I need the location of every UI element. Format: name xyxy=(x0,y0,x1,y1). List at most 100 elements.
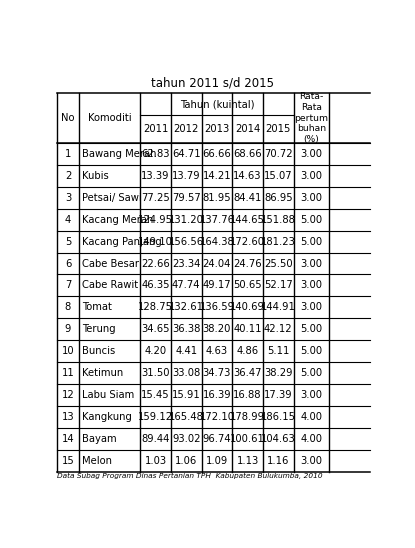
Text: 36.38: 36.38 xyxy=(172,324,200,334)
Text: 33.08: 33.08 xyxy=(172,368,200,378)
Text: 5.00: 5.00 xyxy=(300,237,322,247)
Text: 15: 15 xyxy=(61,456,74,466)
Text: 128.75: 128.75 xyxy=(138,302,173,312)
Text: 81.95: 81.95 xyxy=(203,193,231,203)
Text: 2012: 2012 xyxy=(173,124,199,134)
Text: 4.41: 4.41 xyxy=(175,346,197,356)
Text: 12: 12 xyxy=(61,390,74,400)
Text: 50.65: 50.65 xyxy=(233,281,262,290)
Text: 2014: 2014 xyxy=(235,124,260,134)
Text: 42.12: 42.12 xyxy=(264,324,293,334)
Text: 49.17: 49.17 xyxy=(203,281,231,290)
Text: 3.00: 3.00 xyxy=(300,281,322,290)
Text: 96.74: 96.74 xyxy=(203,434,231,444)
Text: Labu Siam: Labu Siam xyxy=(83,390,135,400)
Text: 8: 8 xyxy=(65,302,71,312)
Text: 24.04: 24.04 xyxy=(203,259,231,269)
Text: Petsai/ Sawi: Petsai/ Sawi xyxy=(83,193,142,203)
Text: 5.11: 5.11 xyxy=(267,346,289,356)
Text: 5.00: 5.00 xyxy=(300,215,322,225)
Text: Cabe Besar: Cabe Besar xyxy=(83,259,139,269)
Text: 4.00: 4.00 xyxy=(300,434,322,444)
Text: 132.61: 132.61 xyxy=(169,302,204,312)
Text: 10: 10 xyxy=(62,346,74,356)
Text: 172.10: 172.10 xyxy=(200,412,234,422)
Text: 93.02: 93.02 xyxy=(172,434,200,444)
Text: 46.35: 46.35 xyxy=(142,281,170,290)
Text: Kubis: Kubis xyxy=(83,171,109,181)
Text: Komoditi: Komoditi xyxy=(88,113,132,123)
Text: Kacang Merah: Kacang Merah xyxy=(83,215,154,225)
Text: 137.76: 137.76 xyxy=(200,215,234,225)
Text: 165.48: 165.48 xyxy=(169,412,204,422)
Text: 3.00: 3.00 xyxy=(300,171,322,181)
Text: 15.45: 15.45 xyxy=(141,390,170,400)
Text: 159.12: 159.12 xyxy=(138,412,173,422)
Text: 13.79: 13.79 xyxy=(172,171,200,181)
Text: 100.61: 100.61 xyxy=(230,434,265,444)
Text: 136.59: 136.59 xyxy=(200,302,234,312)
Text: 1.09: 1.09 xyxy=(206,456,228,466)
Text: 3.00: 3.00 xyxy=(300,259,322,269)
Text: Kacang Panjang: Kacang Panjang xyxy=(83,237,162,247)
Text: Terung: Terung xyxy=(83,324,116,334)
Text: 151.88: 151.88 xyxy=(261,215,296,225)
Text: 6: 6 xyxy=(65,259,71,269)
Text: 34.73: 34.73 xyxy=(203,368,231,378)
Text: 14.63: 14.63 xyxy=(233,171,262,181)
Text: 2: 2 xyxy=(65,171,71,181)
Text: 144.91: 144.91 xyxy=(261,302,296,312)
Text: 17.39: 17.39 xyxy=(264,390,293,400)
Text: 3.00: 3.00 xyxy=(300,456,322,466)
Text: 77.25: 77.25 xyxy=(141,193,170,203)
Text: 47.74: 47.74 xyxy=(172,281,200,290)
Text: 16.88: 16.88 xyxy=(233,390,262,400)
Text: No: No xyxy=(61,113,75,123)
Text: 22.66: 22.66 xyxy=(141,259,170,269)
Text: 164.38: 164.38 xyxy=(200,237,234,247)
Text: 124.95: 124.95 xyxy=(138,215,173,225)
Text: 5.00: 5.00 xyxy=(300,324,322,334)
Text: 25.50: 25.50 xyxy=(264,259,293,269)
Text: Buncis: Buncis xyxy=(83,346,116,356)
Text: 4: 4 xyxy=(65,215,71,225)
Text: 7: 7 xyxy=(65,281,71,290)
Text: 3.00: 3.00 xyxy=(300,302,322,312)
Text: 13.39: 13.39 xyxy=(142,171,170,181)
Text: 31.50: 31.50 xyxy=(142,368,170,378)
Text: 5.00: 5.00 xyxy=(300,368,322,378)
Text: 2011: 2011 xyxy=(143,124,168,134)
Text: 15.91: 15.91 xyxy=(172,390,200,400)
Text: Ketimun: Ketimun xyxy=(83,368,124,378)
Text: 156.56: 156.56 xyxy=(168,237,204,247)
Text: 3: 3 xyxy=(65,193,71,203)
Text: 70.72: 70.72 xyxy=(264,149,293,159)
Text: 172.60: 172.60 xyxy=(230,237,265,247)
Text: 3.00: 3.00 xyxy=(300,390,322,400)
Text: 178.99: 178.99 xyxy=(230,412,265,422)
Text: 24.76: 24.76 xyxy=(233,259,262,269)
Text: 79.57: 79.57 xyxy=(172,193,200,203)
Text: 4.20: 4.20 xyxy=(144,346,167,356)
Text: 68.66: 68.66 xyxy=(233,149,262,159)
Text: 1: 1 xyxy=(65,149,71,159)
Text: 15.07: 15.07 xyxy=(264,171,293,181)
Text: 84.41: 84.41 xyxy=(233,193,262,203)
Text: 2015: 2015 xyxy=(266,124,291,134)
Text: 86.95: 86.95 xyxy=(264,193,293,203)
Text: 140.69: 140.69 xyxy=(230,302,265,312)
Text: 1.16: 1.16 xyxy=(267,456,289,466)
Text: 1.06: 1.06 xyxy=(175,456,198,466)
Text: 181.23: 181.23 xyxy=(261,237,296,247)
Text: 14.21: 14.21 xyxy=(203,171,231,181)
Text: 131.20: 131.20 xyxy=(169,215,204,225)
Text: 66.66: 66.66 xyxy=(203,149,231,159)
Text: 62.83: 62.83 xyxy=(142,149,170,159)
Text: 34.65: 34.65 xyxy=(142,324,170,334)
Text: Rata-
Rata
pertum
buhan
(%): Rata- Rata pertum buhan (%) xyxy=(294,92,328,144)
Text: 2013: 2013 xyxy=(204,124,229,134)
Text: Kangkung: Kangkung xyxy=(83,412,132,422)
Text: 5: 5 xyxy=(65,237,71,247)
Text: 23.34: 23.34 xyxy=(172,259,200,269)
Text: 4.00: 4.00 xyxy=(300,412,322,422)
